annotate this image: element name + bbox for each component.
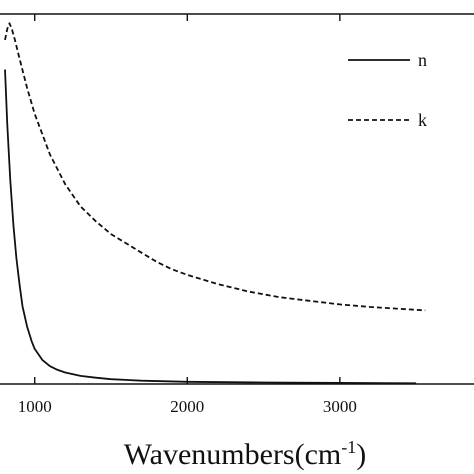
x-axis-title-close: )	[356, 438, 366, 471]
legend-label-n: n	[418, 50, 427, 70]
series-line-n	[4, 69, 417, 385]
series-line-k	[4, 22, 426, 312]
x-axis-ticks: 1000 2000 3000	[18, 14, 357, 416]
x-tick-label: 2000	[170, 397, 204, 416]
plot-frame	[0, 13, 474, 385]
x-axis-title-superscript: -1	[341, 437, 356, 457]
series-group	[4, 22, 426, 385]
legend-label-k: k	[418, 110, 427, 130]
legend: nk	[348, 50, 427, 130]
x-tick-label: 1000	[18, 397, 52, 416]
x-tick-label: 3000	[323, 397, 357, 416]
x-axis-title: Wavenumbers(cm-1)	[124, 437, 367, 471]
x-axis-title-main: Wavenumbers(cm	[124, 438, 342, 471]
